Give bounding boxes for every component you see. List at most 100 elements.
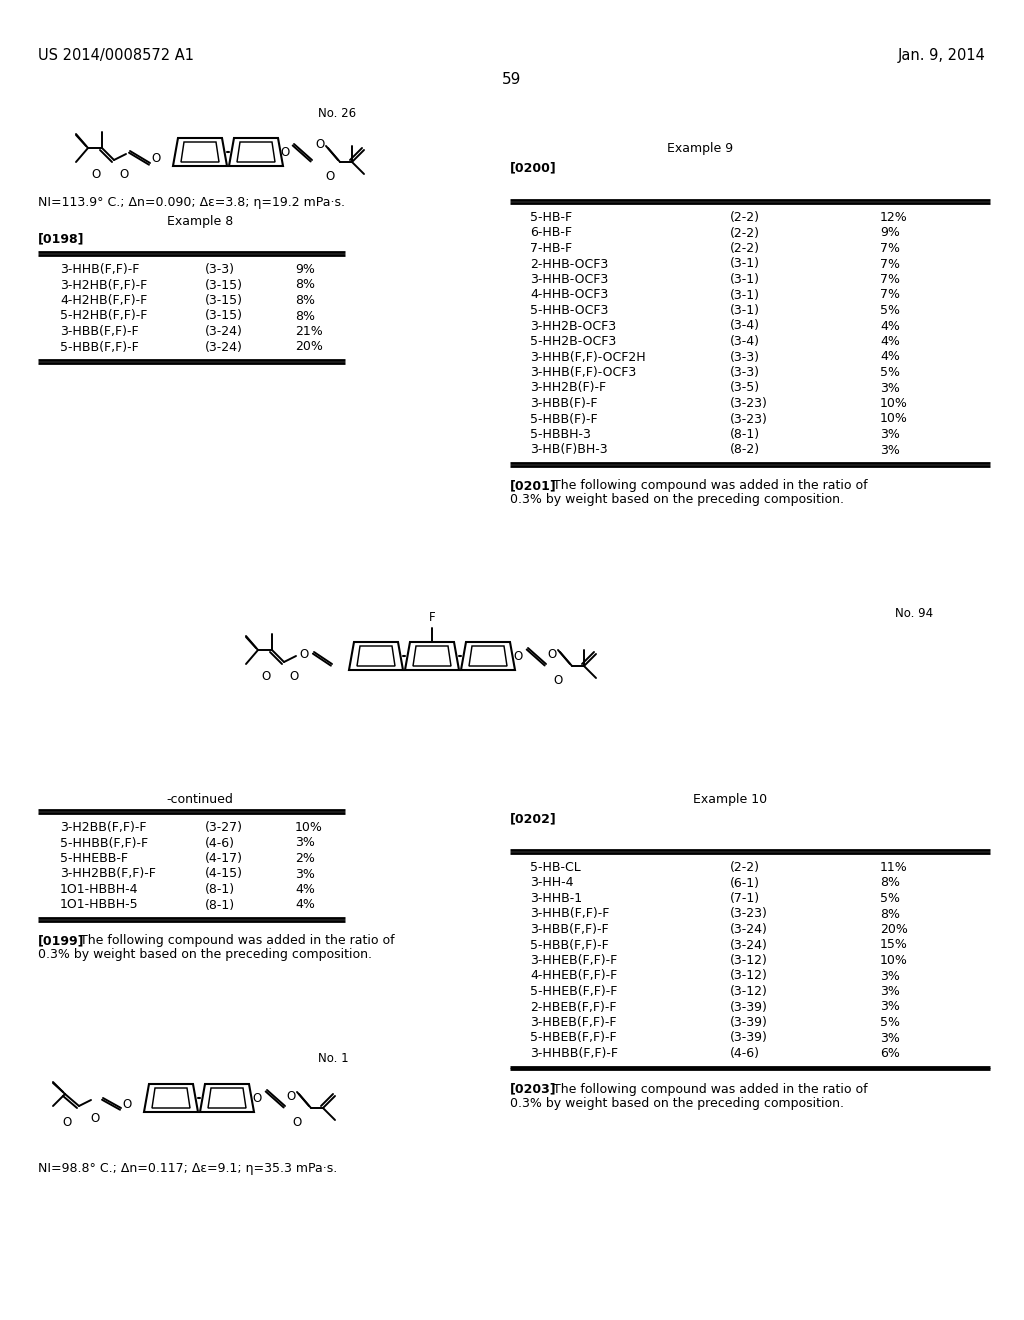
Text: (3-3): (3-3) [730,351,760,363]
Text: (4-6): (4-6) [730,1047,760,1060]
Text: (2-2): (2-2) [730,211,760,224]
Text: 4%: 4% [880,351,900,363]
Text: 0.3% by weight based on the preceding composition.: 0.3% by weight based on the preceding co… [38,948,372,961]
Text: NI=113.9° C.; Δn=0.090; Δε=3.8; η=19.2 mPa·s.: NI=113.9° C.; Δn=0.090; Δε=3.8; η=19.2 m… [38,195,345,209]
Text: 3%: 3% [880,428,900,441]
Text: (3-39): (3-39) [730,1016,768,1030]
Text: O: O [299,648,308,660]
Text: O: O [261,671,270,682]
Text: 3%: 3% [295,837,314,850]
Text: [0200]: [0200] [510,161,557,174]
Text: 20%: 20% [295,341,323,354]
Text: 5-HBB(F)-F: 5-HBB(F)-F [530,412,598,425]
Text: O: O [152,153,161,165]
Text: O: O [252,1092,261,1105]
Text: 3%: 3% [880,969,900,982]
Text: (3-12): (3-12) [730,954,768,968]
Text: 5-HBB(F,F)-F: 5-HBB(F,F)-F [530,939,608,952]
Text: 5-HHEBB-F: 5-HHEBB-F [60,851,128,865]
Text: 5%: 5% [880,1016,900,1030]
Text: 1O1-HBBH-4: 1O1-HBBH-4 [60,883,138,896]
Text: O: O [293,1115,302,1129]
Text: 5-HH2B-OCF3: 5-HH2B-OCF3 [530,335,616,348]
Text: 3-HHB-OCF3: 3-HHB-OCF3 [530,273,608,286]
Text: 5-HHEB(F,F)-F: 5-HHEB(F,F)-F [530,985,617,998]
Text: (3-1): (3-1) [730,257,760,271]
Text: 7%: 7% [880,289,900,301]
Text: 3-HHB(F,F)-OCF2H: 3-HHB(F,F)-OCF2H [530,351,645,363]
Text: (7-1): (7-1) [730,892,760,906]
Text: 6-HB-F: 6-HB-F [530,227,572,239]
Text: 3%: 3% [880,985,900,998]
Text: 4-HHB-OCF3: 4-HHB-OCF3 [530,289,608,301]
Text: F: F [429,611,435,624]
Text: 3%: 3% [295,867,314,880]
Text: (3-3): (3-3) [730,366,760,379]
Text: 20%: 20% [880,923,908,936]
Text: The following compound was added in the ratio of: The following compound was added in the … [80,935,394,946]
Text: (3-1): (3-1) [730,304,760,317]
Text: Example 8: Example 8 [167,215,233,228]
Text: 5-HBBH-3: 5-HBBH-3 [530,428,591,441]
Text: 5-HB-F: 5-HB-F [530,211,572,224]
Text: 4-HHEB(F,F)-F: 4-HHEB(F,F)-F [530,969,617,982]
Text: 3%: 3% [880,1001,900,1014]
Text: O: O [315,137,325,150]
Text: (3-24): (3-24) [205,341,243,354]
Text: 3-HB(F)BH-3: 3-HB(F)BH-3 [530,444,607,457]
Text: (3-15): (3-15) [205,309,243,322]
Text: 2%: 2% [295,851,314,865]
Text: NI=98.8° C.; Δn=0.117; Δε=9.1; η=35.3 mPa·s.: NI=98.8° C.; Δn=0.117; Δε=9.1; η=35.3 mP… [38,1162,337,1175]
Text: 3-HHB(F,F)-OCF3: 3-HHB(F,F)-OCF3 [530,366,636,379]
Text: 3-HH2B(F)-F: 3-HH2B(F)-F [530,381,606,395]
Text: 5-H2HB(F,F)-F: 5-H2HB(F,F)-F [60,309,147,322]
Text: -continued: -continued [167,793,233,807]
Text: 5-HHBB(F,F)-F: 5-HHBB(F,F)-F [60,837,148,850]
Text: O: O [548,648,557,660]
Text: 11%: 11% [880,861,907,874]
Text: 4%: 4% [880,335,900,348]
Text: (8-1): (8-1) [205,899,236,912]
Text: Example 9: Example 9 [667,143,733,154]
Text: (2-2): (2-2) [730,861,760,874]
Text: [0199]: [0199] [38,935,85,946]
Text: (3-24): (3-24) [730,939,768,952]
Text: O: O [281,145,290,158]
Text: (3-5): (3-5) [730,381,760,395]
Text: (8-2): (8-2) [730,444,760,457]
Text: (4-17): (4-17) [205,851,243,865]
Text: O: O [62,1115,72,1129]
Text: (3-23): (3-23) [730,908,768,920]
Text: Example 10: Example 10 [693,793,767,807]
Text: 3-HBEB(F,F)-F: 3-HBEB(F,F)-F [530,1016,616,1030]
Text: (3-23): (3-23) [730,412,768,425]
Text: [0203]: [0203] [510,1082,557,1096]
Text: 7%: 7% [880,257,900,271]
Text: 3-HHEB(F,F)-F: 3-HHEB(F,F)-F [530,954,617,968]
Text: 59: 59 [503,73,521,87]
Text: 5-HB-CL: 5-HB-CL [530,861,581,874]
Text: O: O [91,168,100,181]
Text: (3-1): (3-1) [730,289,760,301]
Text: No. 26: No. 26 [318,107,356,120]
Text: (8-1): (8-1) [730,428,760,441]
Text: 2-HHB-OCF3: 2-HHB-OCF3 [530,257,608,271]
Text: 8%: 8% [295,294,315,308]
Text: 10%: 10% [295,821,323,834]
Text: O: O [553,675,562,686]
Text: (3-39): (3-39) [730,1031,768,1044]
Text: The following compound was added in the ratio of: The following compound was added in the … [553,1082,867,1096]
Text: [0201]: [0201] [510,479,557,492]
Text: The following compound was added in the ratio of: The following compound was added in the … [553,479,867,492]
Text: 10%: 10% [880,412,908,425]
Text: 3-HH2B-OCF3: 3-HH2B-OCF3 [530,319,616,333]
Text: 4%: 4% [295,899,314,912]
Text: 3-HH2BB(F,F)-F: 3-HH2BB(F,F)-F [60,867,156,880]
Text: (3-24): (3-24) [205,325,243,338]
Text: 7-HB-F: 7-HB-F [530,242,572,255]
Text: (3-24): (3-24) [730,923,768,936]
Text: 3-HHB(F,F)-F: 3-HHB(F,F)-F [530,908,609,920]
Text: 8%: 8% [295,279,315,292]
Text: (6-1): (6-1) [730,876,760,890]
Text: 5%: 5% [880,366,900,379]
